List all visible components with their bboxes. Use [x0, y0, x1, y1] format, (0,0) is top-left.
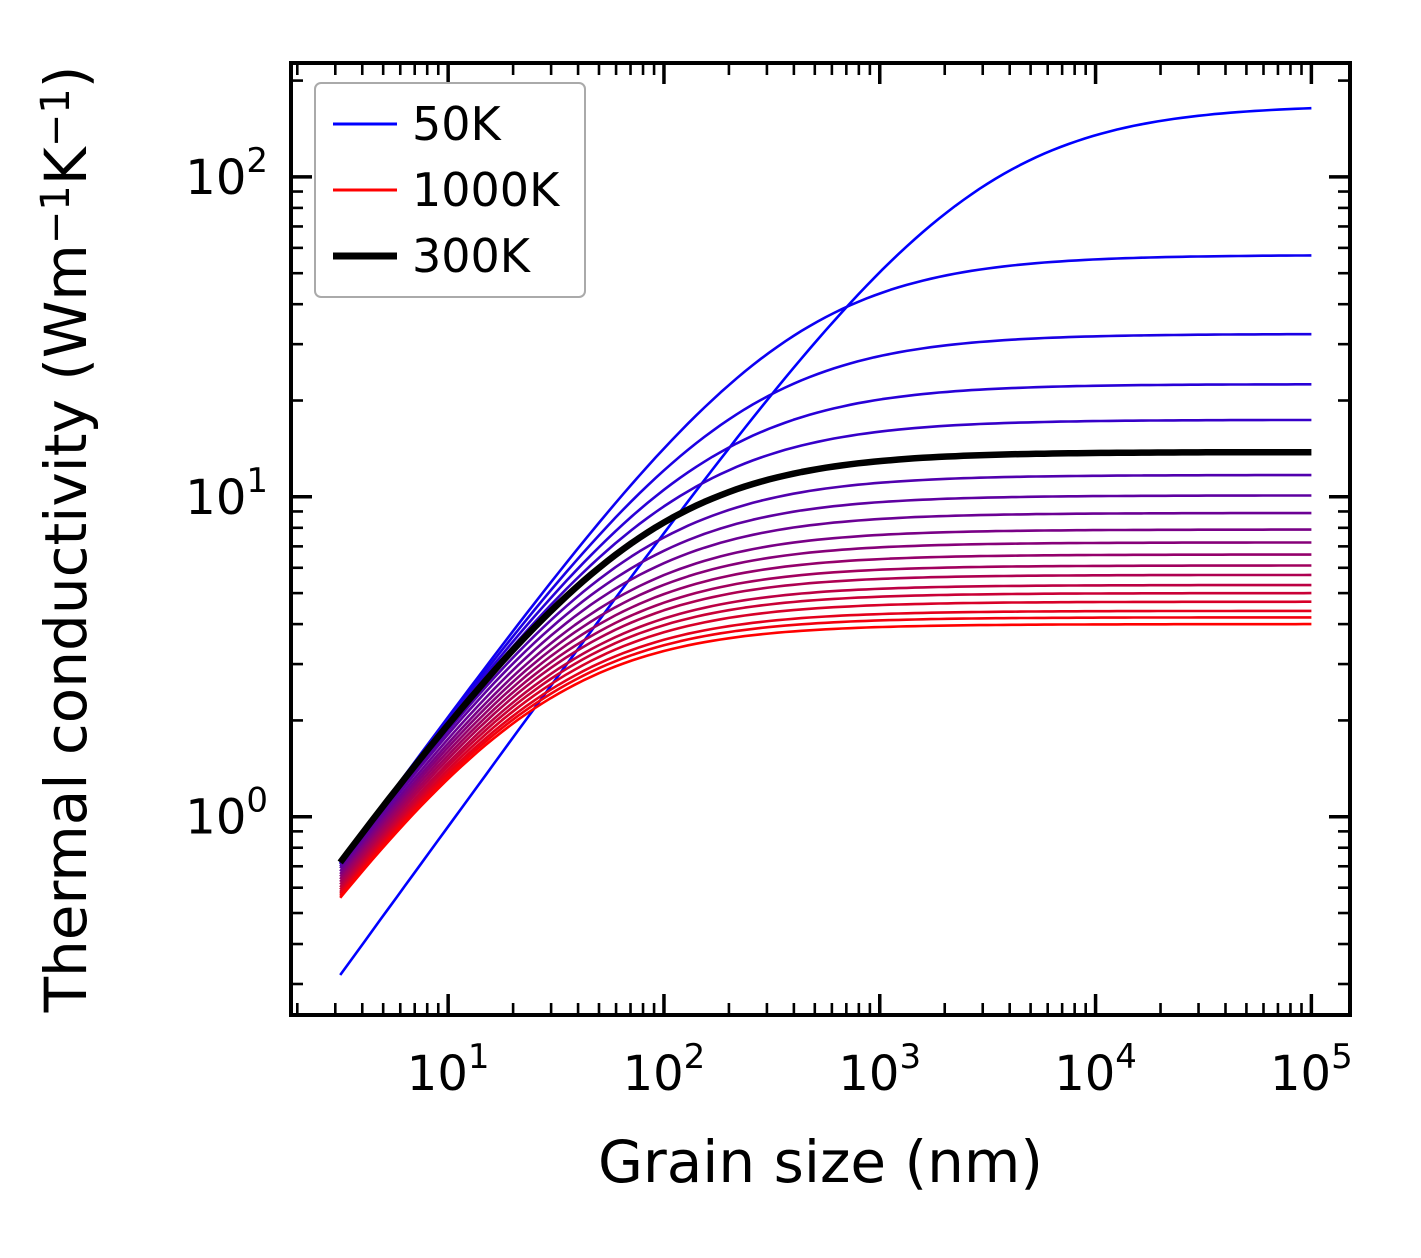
curve-50K — [339, 106, 1312, 976]
curve-900K — [339, 609, 1312, 895]
x-tick-label-1e3: 103 — [838, 1037, 921, 1102]
curve-450K — [339, 511, 1312, 873]
axes-spines — [289, 61, 1352, 1017]
x-axis-label: Grain size (nm) — [598, 1128, 1043, 1196]
curve-350K — [339, 473, 1312, 868]
legend: 50K 1000K 300K — [314, 82, 586, 298]
legend-label: 300K — [412, 229, 532, 283]
curve-750K — [339, 583, 1312, 889]
curve-150K — [339, 332, 1312, 865]
x-tick-label-1e1: 101 — [407, 1037, 490, 1102]
legend-item-1000K: 1000K — [333, 163, 561, 217]
x-tick-label-1e5: 105 — [1270, 1037, 1353, 1102]
curves — [337, 106, 1312, 976]
curve-700K — [339, 573, 1312, 886]
y-tick-label-1e0: 100 — [185, 781, 268, 846]
curve-800K — [339, 591, 1312, 891]
x-tick-label-1e4: 104 — [1054, 1037, 1137, 1102]
x-tick-label-1e2: 102 — [623, 1037, 706, 1102]
x-tick-labels: 101 102 103 104 105 — [407, 1037, 1353, 1102]
legend-label: 50K — [412, 97, 503, 151]
legend-box — [314, 82, 586, 298]
legend-item-50K: 50K — [333, 97, 503, 151]
y-tick-labels: 100 101 102 — [185, 141, 268, 846]
y-axis-label: Thermal conductivity (Wm−1K−1) — [32, 66, 100, 1014]
curve-550K — [339, 541, 1312, 878]
curve-200K — [339, 382, 1312, 865]
curve-850K — [339, 600, 1312, 893]
curve-250K — [339, 418, 1312, 866]
axis-ticks — [291, 63, 1350, 1015]
legend-label: 1000K — [412, 163, 561, 217]
curve-600K — [339, 553, 1312, 881]
curve-950K — [339, 616, 1312, 897]
curve-500K — [339, 528, 1312, 875]
y-tick-label-1e2: 102 — [185, 141, 268, 206]
curve-400K — [339, 494, 1312, 870]
curve-1000K — [339, 622, 1312, 899]
curve-300K — [337, 448, 1312, 865]
curve-100K — [339, 254, 1312, 865]
curve-650K — [339, 564, 1312, 883]
legend-item-300K: 300K — [333, 229, 532, 283]
y-tick-label-1e1: 101 — [185, 461, 268, 526]
